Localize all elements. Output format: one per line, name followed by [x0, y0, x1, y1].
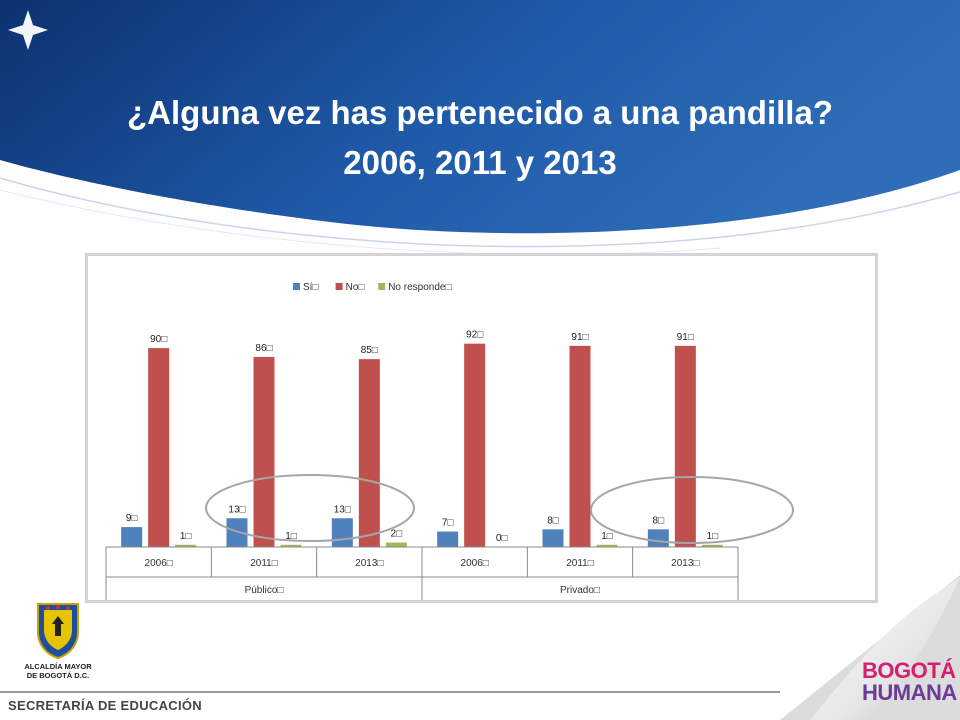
data-label-0-3: 7□: [442, 518, 454, 529]
data-label-1-4: 91□: [571, 332, 588, 343]
bogota-logo-line-2: HUMANA: [862, 680, 957, 705]
annotation-ellipse-privado: [590, 476, 794, 544]
bogota-logo-line-1: BOGOTÁ: [862, 658, 956, 683]
title-line-1: ¿Alguna vez has pertenecido a una pandil…: [127, 94, 833, 131]
category-tick-label-3: 2006□: [461, 558, 489, 569]
legend-label-1: No□: [346, 282, 365, 293]
data-label-1-1: 86□: [255, 343, 272, 354]
legend-label-2: No responde□: [388, 282, 451, 293]
data-label-2-2: 2□: [391, 529, 403, 540]
bar-no-2: [358, 359, 380, 547]
bar-s-2: [331, 518, 353, 547]
category-tick-label-1: 2011□: [250, 558, 278, 569]
legend-label-0: Sí□: [303, 282, 319, 293]
bar-noresponde-0: [175, 544, 197, 547]
category-tick-label-5: 2013□: [671, 558, 699, 569]
data-label-0-5: 8□: [653, 515, 665, 526]
legend-swatch-2: [378, 283, 386, 290]
bar-noresponde-1: [280, 544, 302, 547]
bar-s-5: [647, 529, 669, 547]
data-label-0-1: 13□: [228, 504, 245, 515]
bar-no-0: [148, 348, 170, 547]
data-label-2-5: 1□: [707, 531, 719, 542]
bar-s-3: [437, 531, 459, 547]
data-label-2-0: 1□: [180, 531, 192, 542]
page-curl-fold: [810, 578, 960, 720]
bar-no-3: [464, 343, 486, 547]
bar-no-1: [253, 356, 275, 547]
secretaria-label: SECRETARÍA DE EDUCACIÓN: [8, 698, 202, 713]
bar-noresponde-5: [701, 544, 723, 547]
annotation-ellipse-publico: [205, 474, 415, 542]
bar-no-4: [569, 345, 591, 547]
legend-swatch-1: [335, 283, 343, 290]
legend-swatch-0: [293, 283, 300, 290]
title-line-2: 2006, 2011 y 2013: [343, 144, 617, 181]
category-tick-label-0: 2006□: [145, 558, 173, 569]
data-label-1-2: 85□: [361, 345, 378, 356]
data-label-0-0: 9□: [126, 513, 138, 524]
bogota-humana-logo: BOGOTÁ HUMANA: [862, 658, 957, 705]
data-label-2-1: 1□: [285, 531, 297, 542]
bar-s-0: [121, 527, 143, 547]
slide-title: ¿Alguna vez has pertenecido a una pandil…: [0, 88, 960, 188]
alcaldia-line-2: DE BOGOTÁ D.C.: [26, 671, 90, 680]
header-band: [0, 0, 960, 234]
data-label-0-4: 8□: [547, 515, 559, 526]
header-swoosh: [0, 177, 960, 248]
data-label-2-4: 1□: [601, 531, 613, 542]
category-tick-label-4: 2011□: [566, 558, 594, 569]
coat-of-arms-icon: [37, 603, 79, 660]
data-label-2-3: 0□: [496, 533, 508, 544]
alcaldia-label: ALCALDÍA MAYOR DE BOGOTÁ D.C.: [8, 662, 108, 680]
bar-noresponde-4: [596, 544, 618, 547]
data-label-1-0: 90□: [150, 334, 167, 345]
data-label-0-2: 13□: [334, 504, 351, 515]
group-label-0: Público□: [245, 585, 284, 596]
bar-noresponde-2: [385, 542, 407, 547]
data-label-1-5: 91□: [677, 332, 694, 343]
alcaldia-line-1: ALCALDÍA MAYOR: [24, 662, 92, 671]
bar-s-1: [226, 518, 248, 547]
group-label-1: Privado□: [560, 585, 600, 596]
chart-frame: Sí□ No□ No responde□ 9□ 90□ 1□ 13□ 86□ 1□ 13□ 85□ 2…: [85, 253, 878, 603]
sparkle-icon: [8, 10, 48, 50]
bar-s-4: [542, 529, 564, 547]
bar-no-5: [674, 345, 696, 547]
data-label-1-3: 92□: [466, 330, 483, 341]
bar-chart: Sí□ No□ No responde□ 9□ 90□ 1□ 13□ 86□ 1□ 13□ 85□ 2…: [105, 282, 794, 600]
category-tick-label-2: 2013□: [355, 558, 383, 569]
